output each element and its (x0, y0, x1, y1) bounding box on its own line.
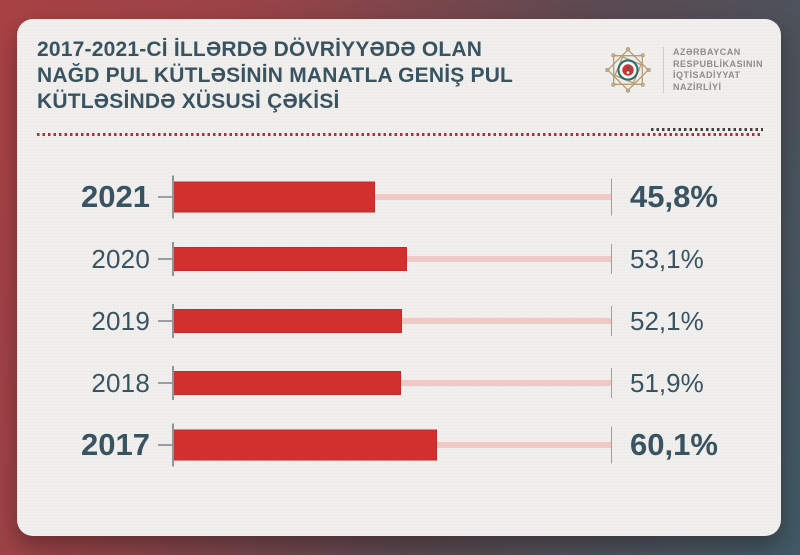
chart-title: 2017-2021-Cİ İLLƏRDƏ DÖVRİYYƏDƏ OLAN NAĞ… (37, 37, 557, 115)
bar-2018 (173, 371, 402, 395)
axis-tick-dash (158, 258, 172, 260)
dark-dotted-divider (651, 128, 763, 131)
axis-start-tick (172, 366, 174, 400)
axis-end-tick (610, 178, 612, 216)
value-label-2021: 45,8% (630, 179, 718, 214)
year-label-2017: 2017 (81, 427, 150, 462)
axis-tick-dash (158, 196, 172, 198)
bar-2021 (173, 181, 375, 213)
bar-area-2020 (172, 234, 612, 284)
value-label-2020: 53,1% (630, 243, 704, 274)
bar-row-2018: 2018 51,9% (37, 352, 761, 414)
axis-end-tick (610, 368, 612, 398)
bar-row-2017: 2017 60,1% (37, 414, 761, 476)
axis-start-tick (172, 242, 174, 276)
ministry-name-line-2: RESPUBLİKASININ (672, 58, 763, 69)
bar-chart: 2021 45,8% 2020 53, (37, 166, 761, 476)
axis-start-tick (172, 175, 174, 219)
year-label-2021: 2021 (81, 179, 150, 214)
axis-start-tick (172, 304, 174, 338)
axis-end-tick (610, 426, 612, 464)
ministry-name: AZƏRBAYCAN RESPUBLİKASININ İQTİSADİYYAT … (673, 47, 763, 93)
bar-row-2019: 2019 52,1% (37, 290, 761, 352)
ministry-emblem-icon (605, 47, 651, 93)
year-label-2018: 2018 (91, 367, 150, 398)
value-label-2017: 60,1% (630, 427, 718, 462)
red-dotted-divider (37, 133, 761, 136)
chart-title-line-2: NAĞD PUL KÜTLƏSİNİN MANATLA GENİŞ PUL (37, 64, 514, 87)
bar-area-2019 (172, 296, 612, 346)
axis-start-tick (172, 423, 174, 467)
value-label-2018: 51,9% (630, 367, 704, 398)
chart-title-line-3: KÜTLƏSİNDƏ XÜSUSİ ÇƏKİSİ (37, 90, 340, 113)
bar-track (173, 194, 612, 200)
year-label-2020: 2020 (91, 243, 150, 274)
bar-2019 (173, 309, 403, 333)
header: 2017-2021-Cİ İLLƏRDƏ DÖVRİYYƏDƏ OLAN NAĞ… (37, 37, 763, 133)
ministry-name-line-1: AZƏRBAYCAN (672, 47, 741, 57)
year-label-2019: 2019 (91, 305, 150, 336)
ministry-logo-block: AZƏRBAYCAN RESPUBLİKASININ İQTİSADİYYAT … (602, 44, 763, 96)
logo-divider (662, 47, 664, 93)
bar-2017 (173, 429, 438, 461)
axis-end-tick (610, 306, 612, 336)
axis-tick-dash (158, 320, 172, 322)
ministry-name-line-3: İQTİSADİYYAT (672, 70, 741, 80)
bar-row-2020: 2020 53,1% (37, 228, 761, 290)
axis-tick-dash (158, 382, 172, 384)
bar-area-2021 (172, 172, 612, 222)
axis-tick-dash (158, 444, 172, 446)
bar-area-2017 (172, 420, 612, 470)
bar-row-2021: 2021 45,8% (37, 166, 761, 228)
chart-title-line-1: 2017-2021-Cİ İLLƏRDƏ DÖVRİYYƏDƏ OLAN (37, 38, 483, 61)
bar-2020 (173, 247, 407, 271)
bar-area-2018 (172, 358, 612, 408)
axis-end-tick (610, 244, 612, 274)
ministry-name-line-4: NAZİRLİYİ (672, 81, 722, 92)
infographic-card: 2017-2021-Cİ İLLƏRDƏ DÖVRİYYƏDƏ OLAN NAĞ… (17, 19, 781, 536)
value-label-2019: 52,1% (630, 305, 704, 336)
